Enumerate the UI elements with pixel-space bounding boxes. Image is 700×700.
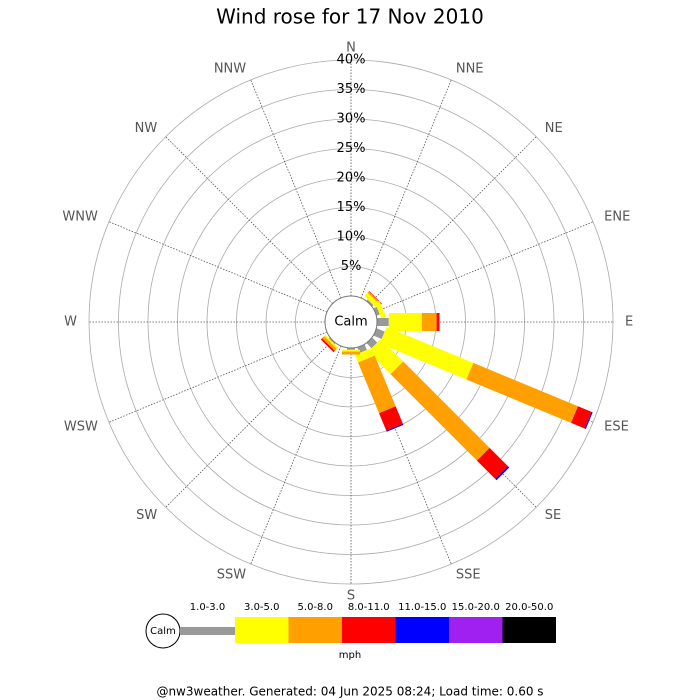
direction-label: SW: [136, 508, 157, 523]
spoke: [165, 340, 333, 508]
direction-bar: [376, 313, 440, 331]
direction-label: NNE: [456, 61, 484, 76]
bar-segment: [388, 313, 422, 331]
bar-segment: [476, 447, 508, 479]
ring-label: 25%: [337, 141, 366, 156]
bar-segment: [374, 300, 387, 320]
legend-label: 20.0-50.0: [505, 602, 553, 613]
legend-label: 15.0-20.0: [452, 602, 500, 613]
bar-segment: [347, 348, 355, 350]
legend-calm-label: Calm: [150, 626, 176, 637]
bar-segment: [421, 313, 437, 331]
direction-label: ENE: [604, 210, 630, 225]
legend-label: 5.0-8.0: [298, 602, 333, 613]
ring-label: 15%: [337, 200, 366, 215]
direction-bar: [373, 300, 387, 320]
bar-segment: [376, 318, 389, 326]
legend-swatch: [395, 617, 449, 643]
direction-label: SE: [545, 508, 561, 523]
direction-label: WNW: [62, 210, 98, 225]
direction-label: NW: [135, 121, 158, 136]
unit-label: mph: [339, 650, 361, 661]
direction-bar: [366, 337, 510, 481]
spoke: [374, 221, 594, 313]
bar-segment: [379, 327, 474, 380]
legend-label: 11.0-15.0: [398, 602, 446, 613]
bar-segment: [366, 337, 378, 349]
legend-label: 1.0-3.0: [190, 602, 225, 613]
legend-swatch: [235, 617, 289, 643]
legend-swatch: [180, 627, 235, 635]
ring-label: 10%: [337, 230, 366, 245]
bar-segment: [342, 349, 360, 352]
bar-segment: [495, 466, 510, 481]
direction-label: SSW: [217, 568, 247, 583]
bar-segment: [466, 362, 578, 423]
bar-segment: [436, 313, 440, 331]
spoke: [250, 345, 342, 565]
spoke: [369, 136, 537, 304]
calm-circle: [324, 295, 378, 349]
bar-segment: [379, 406, 403, 431]
legend-swatch: [288, 617, 342, 643]
spoke: [360, 79, 452, 299]
spoke: [108, 221, 328, 313]
grid-ring: [118, 89, 584, 555]
direction-label: N: [346, 41, 356, 56]
direction-label: NE: [545, 121, 563, 136]
direction-bar: [373, 327, 593, 429]
legend-swatch: [502, 617, 556, 643]
spoke: [108, 331, 328, 423]
ring-label: 35%: [337, 82, 366, 97]
bar-segment: [342, 351, 360, 355]
bar-segment: [584, 411, 593, 429]
ring-label: 20%: [337, 171, 366, 186]
direction-bar: [354, 344, 404, 432]
bar-segment: [324, 334, 339, 349]
bar-segment: [322, 336, 337, 351]
bar-segment: [358, 355, 396, 414]
direction-bar: [342, 348, 360, 355]
spoke: [165, 136, 333, 304]
spoke: [250, 79, 342, 299]
direction-label: E: [625, 315, 633, 330]
bar-segment: [386, 423, 404, 432]
bar-segment: [354, 348, 375, 363]
bar-segment: [368, 339, 404, 375]
footer: @nw3weather. Generated: 04 Jun 2025 08:2…: [156, 685, 543, 699]
chart-title: Wind rose for 17 Nov 2010: [216, 5, 484, 29]
grid-ring: [88, 59, 614, 585]
bar-segment: [328, 337, 336, 345]
calm-label: Calm: [334, 315, 367, 330]
bar-segment: [373, 328, 385, 340]
legend-swatch: [342, 617, 396, 643]
bar-segment: [390, 361, 490, 461]
legend-swatch: [449, 617, 503, 643]
bar-segment: [320, 338, 335, 353]
ring-label: 40%: [337, 53, 366, 68]
direction-bar: [320, 334, 339, 353]
direction-label: SSE: [456, 568, 481, 583]
direction-label: W: [64, 315, 77, 330]
ring-label: 5%: [341, 259, 362, 274]
direction-label: NNW: [214, 61, 246, 76]
bar-segment: [366, 299, 374, 307]
direction-label: ESE: [604, 419, 629, 434]
direction-label: WSW: [64, 419, 98, 434]
bar-segment: [571, 406, 592, 429]
ring-label: 30%: [337, 112, 366, 127]
direction-label: S: [347, 589, 355, 604]
bar-segment: [373, 307, 380, 316]
legend-label: 3.0-5.0: [244, 602, 279, 613]
legend-label: 8.0-11.0: [348, 602, 390, 613]
